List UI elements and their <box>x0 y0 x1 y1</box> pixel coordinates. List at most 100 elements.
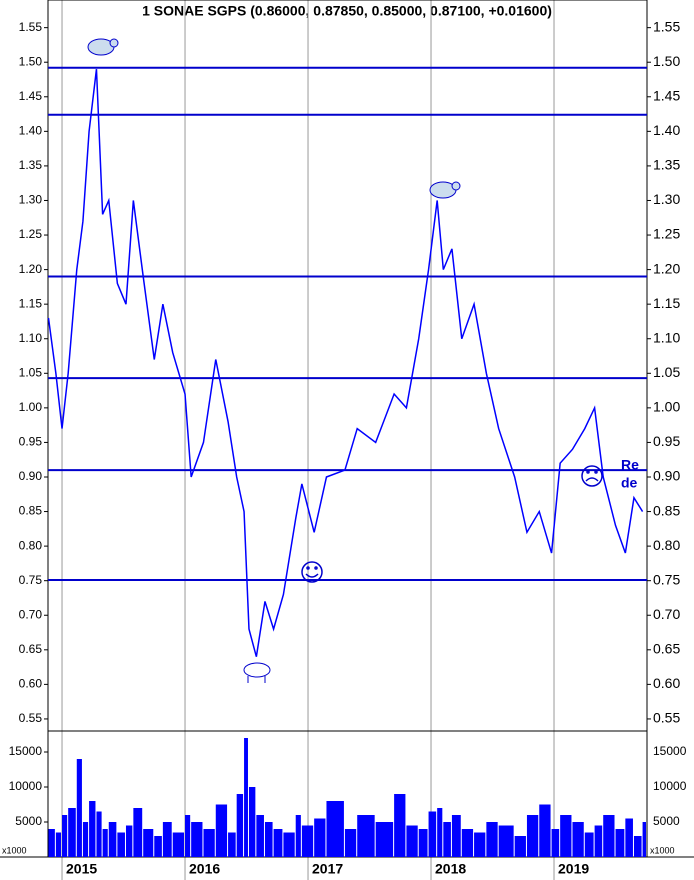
y-tick-label: 1.10 <box>19 331 43 345</box>
frown-icon <box>581 465 603 487</box>
volume-bar <box>451 815 461 857</box>
y-tick-label: 1.45 <box>653 87 680 103</box>
smiley-icon <box>301 561 323 583</box>
annotation: Re <box>621 457 639 473</box>
volume-bar <box>418 829 428 857</box>
y-tick-label: 0.85 <box>19 504 43 518</box>
volume-bar <box>326 801 344 857</box>
y-tick-label: 1.15 <box>653 295 680 311</box>
y-tick-label: 0.65 <box>19 642 43 656</box>
y-tick-label: 10000 <box>653 779 687 793</box>
y-tick-label: 1.05 <box>653 364 680 380</box>
y-tick-label: 1.55 <box>653 18 680 34</box>
y-tick-label: 1.25 <box>19 227 43 241</box>
volume-bar <box>108 822 117 857</box>
y-tick-label: 0.90 <box>653 468 680 484</box>
volume-bar <box>375 822 394 857</box>
y-tick-label: 0.95 <box>19 435 43 449</box>
y-tick-label: 0.60 <box>19 677 43 691</box>
volume-bar <box>117 832 125 857</box>
volume-bar <box>125 825 133 857</box>
volume-bar <box>256 815 264 857</box>
y-tick-label: 0.75 <box>19 573 43 587</box>
volume-bar <box>394 794 406 857</box>
volume-bar <box>584 832 594 857</box>
y-tick-label: 1.00 <box>19 400 43 414</box>
y-tick-label: 0.95 <box>653 433 680 449</box>
bear-icon <box>87 38 119 56</box>
volume-bar <box>498 825 514 857</box>
volume-bar <box>615 829 625 857</box>
volume-bar <box>642 822 646 857</box>
bear-icon <box>429 181 461 199</box>
x-tick-label: 2015 <box>66 861 97 877</box>
volume-bar <box>486 822 498 857</box>
y-tick-label: 10000 <box>9 779 43 793</box>
y-tick-label: 15000 <box>653 744 687 758</box>
x-tick-label: 2017 <box>312 861 343 877</box>
y-tick-label: 1.30 <box>19 193 43 207</box>
y-tick-label: 15000 <box>9 744 43 758</box>
volume-bar <box>89 801 96 857</box>
volume-bar <box>357 815 375 857</box>
volume-bar <box>344 829 357 857</box>
volume-bar <box>301 825 314 857</box>
volume-bar <box>295 815 301 857</box>
y-tick-label: 1.00 <box>653 399 680 415</box>
y-tick-label: 1.25 <box>653 226 680 242</box>
volume-bar <box>603 815 615 857</box>
y-tick-label: 0.80 <box>653 537 680 553</box>
y-tick-label: 1.40 <box>653 122 680 138</box>
chart-title: 1 SONAE SGPS (0.86000, 0.87850, 0.85000,… <box>142 3 552 19</box>
y-tick-label: 0.75 <box>653 571 680 587</box>
volume-bar <box>143 829 154 857</box>
volume-bar <box>55 832 62 857</box>
volume-bar <box>68 808 76 857</box>
volume-bar <box>215 804 228 857</box>
volume-bar <box>228 832 236 857</box>
y-tick-label: 1.50 <box>19 54 43 68</box>
y-tick-label: 1.30 <box>653 191 680 207</box>
volume-bar <box>594 825 603 857</box>
annotation: de <box>621 475 638 491</box>
volume-bar <box>133 808 143 857</box>
volume-bar <box>82 822 89 857</box>
volume-bar <box>62 815 68 857</box>
volume-bar <box>526 815 539 857</box>
y-tick-label: 0.60 <box>653 675 680 691</box>
volume-bar <box>48 829 55 857</box>
x-tick-label: 2016 <box>189 861 220 877</box>
y-tick-label: 1.40 <box>19 124 43 138</box>
bull-icon <box>243 662 271 683</box>
y-tick-label: 1.15 <box>19 296 43 310</box>
y-tick-label: 1.55 <box>19 20 43 34</box>
x-tick-label: 2019 <box>558 861 589 877</box>
volume-bar <box>461 829 474 857</box>
y-tick-label: 0.70 <box>19 607 43 621</box>
volume-bar <box>625 818 633 857</box>
volume-unit: x1000 <box>650 845 675 855</box>
y-tick-label: 5000 <box>15 814 42 828</box>
volume-bar <box>96 811 102 857</box>
price-line <box>47 69 644 657</box>
volume-bar <box>572 822 584 857</box>
y-tick-label: 1.35 <box>19 158 43 172</box>
volume-bar <box>203 829 215 857</box>
y-tick-label: 1.10 <box>653 329 680 345</box>
y-tick-label: 1.20 <box>653 260 680 276</box>
volume-bar <box>406 825 418 857</box>
volume-bar <box>172 832 185 857</box>
volume-bar <box>633 836 642 857</box>
volume-bar <box>474 832 486 857</box>
volume-bar <box>102 829 108 857</box>
volume-bar <box>514 836 526 857</box>
y-tick-label: 1.05 <box>19 365 43 379</box>
volume-bar <box>264 822 273 857</box>
volume-bar <box>539 804 551 857</box>
y-tick-label: 0.55 <box>653 710 680 726</box>
volume-bar <box>185 815 191 857</box>
y-tick-label: 5000 <box>653 814 680 828</box>
y-tick-label: 1.35 <box>653 157 680 173</box>
volume-bar <box>560 815 572 857</box>
